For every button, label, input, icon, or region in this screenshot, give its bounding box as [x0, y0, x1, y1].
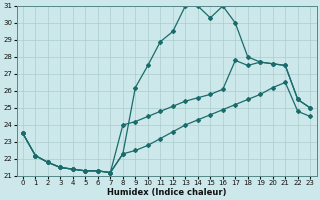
X-axis label: Humidex (Indice chaleur): Humidex (Indice chaleur)	[107, 188, 226, 197]
